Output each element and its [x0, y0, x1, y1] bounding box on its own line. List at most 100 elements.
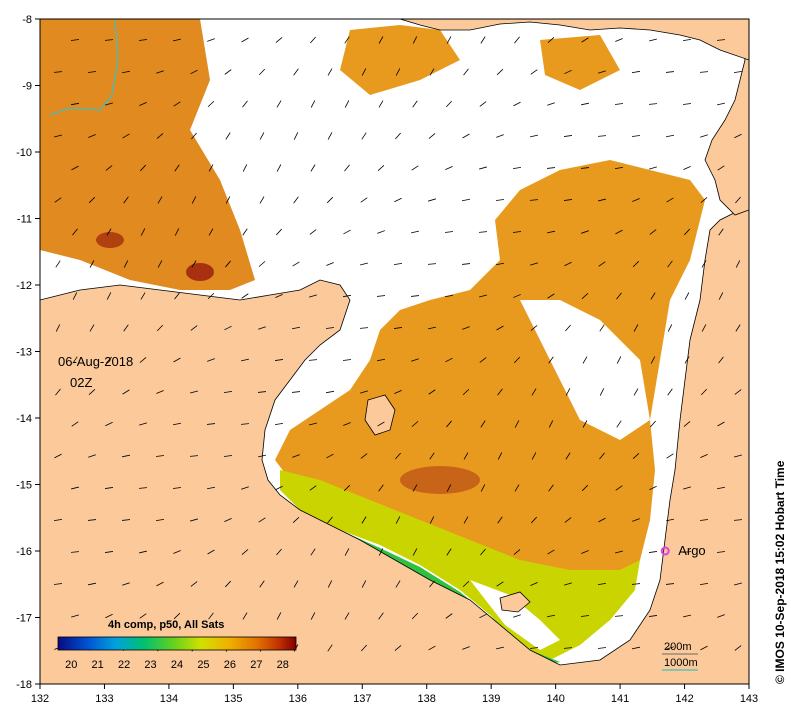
wind-arrow: [497, 452, 503, 460]
wind-arrow: [206, 486, 216, 490]
wind-arrow: [444, 294, 454, 298]
land-island: [364, 394, 396, 436]
wind-arrow: [666, 453, 674, 459]
wind-arrow: [565, 452, 571, 460]
wind-arrow: [377, 421, 385, 427]
wind-arrow: [683, 486, 691, 490]
sst-field: [40, 19, 759, 684]
wind-arrow: [614, 615, 624, 617]
wind-arrow: [191, 132, 197, 140]
wind-arrow: [72, 292, 78, 300]
wind-arrow: [446, 36, 452, 44]
wind-arrow: [123, 196, 129, 204]
wind-arrow: [310, 548, 316, 556]
wind-arrow: [191, 260, 197, 268]
wind-arrow: [478, 231, 488, 233]
wind-arrow: [718, 356, 724, 364]
wind-arrow: [463, 516, 469, 524]
wind-arrow: [597, 135, 607, 137]
wind-arrow: [463, 452, 469, 460]
wind-arrow: [208, 164, 214, 172]
cloud-gap: [470, 580, 560, 650]
wind-arrow: [701, 260, 707, 268]
wind-arrow: [361, 68, 367, 76]
wind-arrow: [682, 38, 692, 42]
wind-arrow: [344, 36, 350, 44]
colorbar-labels: 20 21 22 23 24 25 26 27 28: [65, 659, 289, 671]
wind-arrow: [156, 390, 164, 394]
wind-arrow: [157, 260, 163, 268]
wind-arrow: [123, 260, 129, 268]
wind-arrow: [88, 134, 96, 138]
lon-tick-label: 133: [95, 693, 113, 705]
wind-arrow: [428, 133, 436, 139]
wind-arrow: [259, 196, 265, 204]
wind-arrow: [751, 423, 758, 426]
wind-arrow: [276, 100, 282, 108]
wind-arrow: [291, 391, 301, 393]
wind-arrow: [632, 646, 640, 650]
wind-arrow: [412, 100, 418, 108]
contour-1000m: [49, 19, 119, 116]
wind-arrow: [412, 36, 418, 44]
wind-arrow: [190, 325, 198, 331]
wind-arrow: [581, 230, 589, 234]
wind-arrow: [259, 580, 265, 588]
wind-arrow: [446, 420, 452, 428]
wind-arrow: [734, 389, 742, 395]
wind-arrow: [650, 292, 656, 300]
wind-arrow: [598, 517, 606, 523]
wind-arrow: [682, 551, 692, 553]
wind-arrow: [751, 103, 759, 106]
wind-arrow: [734, 454, 742, 458]
wind-arrow: [361, 644, 367, 652]
lat-tick-label: -13: [16, 347, 32, 359]
wind-arrow: [89, 260, 95, 268]
wind-arrow: [360, 197, 368, 203]
wind-arrow: [716, 39, 726, 41]
wind-arrow: [411, 165, 419, 171]
wind-arrow: [666, 197, 674, 203]
colorbar-label: 28: [277, 659, 289, 671]
wind-arrow: [276, 548, 282, 556]
wind-arrow: [733, 70, 743, 74]
wind-arrow: [342, 359, 352, 361]
wind-arrow: [342, 294, 352, 298]
wind-arrow: [563, 647, 573, 649]
wind-arrow: [71, 165, 79, 171]
wind-arrow: [242, 612, 248, 620]
colorbar-label: 26: [224, 659, 236, 671]
wind-arrow: [123, 324, 129, 332]
contour-legend-1000m: 1000m: [664, 657, 698, 669]
wind-arrow: [276, 164, 282, 172]
wind-arrow: [667, 388, 673, 396]
wind-arrow: [258, 326, 266, 330]
wind-arrow: [599, 324, 605, 332]
wind-arrow: [344, 612, 350, 620]
wind-arrow: [122, 582, 130, 586]
wind-arrow: [138, 487, 148, 489]
wind-arrow: [461, 198, 471, 202]
wind-arrow: [548, 420, 554, 428]
wind-arrow: [72, 228, 78, 236]
wind-arrow: [496, 646, 504, 650]
wind-arrow: [225, 132, 231, 140]
colorbar-label: 27: [250, 659, 262, 671]
time-label: 02Z: [70, 375, 92, 390]
wind-arrow: [753, 293, 757, 300]
wind-arrow: [649, 166, 657, 170]
wind-arrow: [701, 324, 707, 332]
wind-arrow: [496, 581, 504, 587]
wind-arrow: [699, 519, 709, 521]
wind-arrow: [700, 645, 708, 651]
wind-arrow: [394, 197, 402, 203]
wind-arrow: [428, 389, 436, 395]
wind-arrow: [752, 614, 759, 618]
wind-arrow: [88, 389, 96, 395]
lat-tick-label: -9: [22, 81, 32, 93]
credit-text: © IMOS 10-Sep-2018 15:02 Hobart Time: [773, 460, 787, 684]
wind-arrow: [667, 260, 673, 268]
wind-arrow: [242, 164, 248, 172]
wind-arrow: [734, 582, 742, 586]
wind-arrow: [225, 260, 231, 268]
